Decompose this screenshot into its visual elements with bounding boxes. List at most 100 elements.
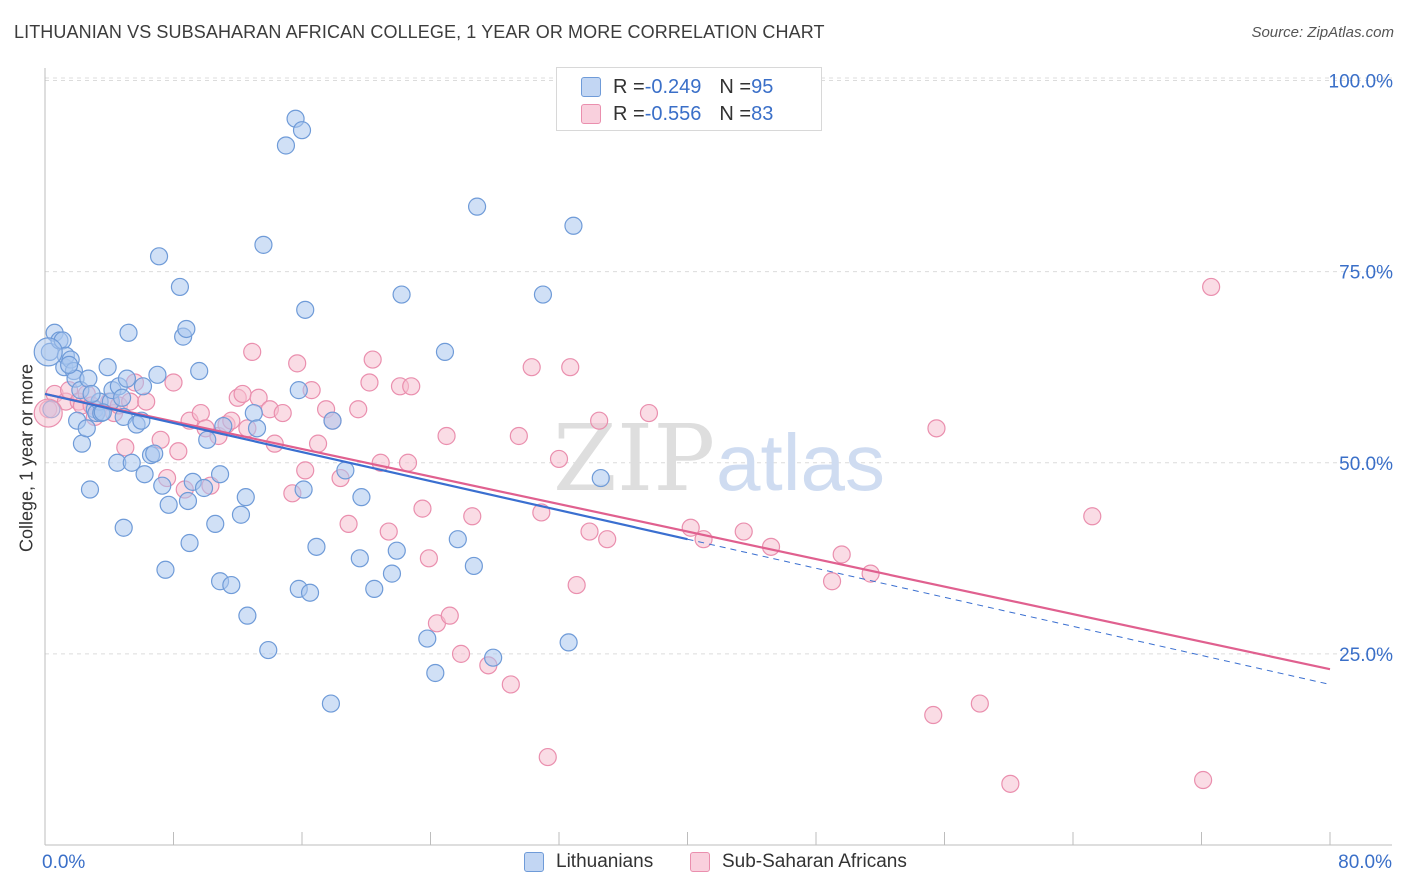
lithuanian-point (292, 121, 312, 140)
lithuanian-point (145, 444, 164, 463)
subsaharan-point (273, 403, 292, 423)
subsaharan-point (927, 419, 946, 438)
subsaharan-point (501, 675, 520, 694)
legend-label: Lithuanians (556, 851, 654, 872)
subsaharan-point (296, 461, 315, 480)
lithuanian-point (59, 355, 79, 374)
subsaharan-point (580, 522, 599, 541)
lithuanian-point (352, 488, 371, 507)
lithuanian-point (247, 419, 267, 438)
lithuanian-point (190, 361, 209, 381)
r-value: -0.556 (644, 102, 702, 125)
subsaharan-point (437, 426, 456, 446)
subsaharan-point (822, 572, 842, 591)
legend-row-lithuanians: R = -0.249 N = 95 (581, 74, 773, 100)
subsaharan-point (590, 411, 609, 430)
n-label: N = (719, 102, 752, 125)
n-value: 95 (751, 75, 774, 98)
lithuanian-point (170, 277, 190, 297)
lithuanian-point (467, 197, 487, 216)
lithuanian-point (122, 453, 141, 472)
lithuanian-point (533, 285, 553, 304)
lithuanian-point (153, 476, 172, 495)
y-axis-label: College, 1 year or more (16, 363, 37, 553)
legend-item-lithuanians[interactable]: Lithuanians (524, 851, 653, 873)
lithuanian-point (177, 319, 196, 339)
data-points (33, 109, 1221, 793)
lithuanian-point (72, 434, 92, 453)
lithuanian-point (382, 564, 402, 583)
lithuanian-point (464, 556, 483, 576)
legend-row-subsaharan: R = -0.556 N = 83 (581, 101, 773, 127)
lithuanian-point (365, 579, 384, 598)
lithuanian-point (387, 541, 406, 560)
subsaharan-point (522, 358, 541, 377)
y-tick-label: 100.0% (1329, 72, 1394, 93)
r-value: -0.249 (644, 75, 702, 98)
lithuanian-point (180, 533, 199, 553)
subsaharan-point (169, 442, 188, 461)
source-label: Source: ZipAtlas.com (1251, 24, 1394, 41)
subsaharan-trend-line (44, 392, 1331, 671)
lithuanian-point (133, 377, 153, 396)
lithuanian-point (236, 488, 255, 507)
subsaharan-point (164, 373, 183, 392)
subsaharan-point (1001, 774, 1020, 793)
lithuanian-point (117, 369, 137, 388)
lithuanian-point (210, 465, 230, 484)
lithuanian-point (289, 381, 308, 400)
lithuanian-point (294, 480, 313, 499)
subsaharan-point (116, 438, 135, 457)
lithuanian-point (80, 480, 100, 499)
subsaharan-point (1083, 507, 1102, 526)
lithuanian-point (178, 491, 198, 511)
subsaharan-point (339, 514, 358, 534)
subsaharan-point (734, 522, 753, 541)
legend-swatch-pink (581, 104, 601, 124)
x-tick-max: 80.0% (1338, 852, 1392, 873)
legend-swatch-pink (690, 852, 710, 872)
lithuanian-point (300, 583, 320, 602)
subsaharan-point (308, 434, 328, 453)
subsaharan-point (413, 499, 432, 518)
subsaharan-point (137, 392, 156, 411)
subsaharan-point (567, 575, 586, 595)
lithuanian-point (321, 694, 341, 713)
legend-item-subsaharan[interactable]: Sub-Saharan Africans (690, 851, 907, 873)
correlation-legend: R = -0.249 N = 95 R = -0.556 N = 83 (556, 67, 822, 131)
subsaharan-point (233, 384, 252, 404)
lithuanian-point (206, 514, 225, 534)
n-value: 83 (751, 102, 774, 125)
lithuanian-point (564, 216, 583, 235)
subsaharan-point (509, 426, 528, 446)
legend-swatch-blue (581, 77, 601, 97)
subsaharan-point (538, 747, 557, 767)
lithuanian-point (448, 530, 467, 549)
lithuanian-point (149, 247, 169, 266)
watermark-atlas: atlas (716, 418, 885, 507)
lithuanian-point (112, 388, 132, 407)
lithuanian-point (98, 358, 117, 377)
legend-swatch-blue (524, 852, 544, 872)
lithuanian-point (77, 419, 96, 438)
subsaharan-point (379, 522, 398, 541)
subsaharan-point (639, 403, 659, 423)
series-legend: Lithuanians Sub-Saharan Africans (0, 851, 1406, 879)
lithuanian-point (231, 505, 251, 524)
r-label: R = (613, 102, 645, 125)
lithuanian-point (591, 468, 610, 488)
subsaharan-point (463, 507, 482, 526)
lithuanian-point (198, 430, 217, 449)
lithuanian-point (276, 136, 296, 155)
lithuanian-point (119, 323, 138, 342)
subsaharan-point (360, 373, 379, 392)
legend-label: Sub-Saharan Africans (722, 851, 907, 872)
n-label: N = (719, 75, 752, 98)
lithuanian-point (114, 518, 133, 537)
lithuanian-point (238, 606, 257, 625)
x-tick-min: 0.0% (42, 852, 86, 873)
r-label: R = (613, 75, 645, 98)
subsaharan-point (419, 549, 438, 568)
lithuanian-point (426, 663, 445, 683)
subsaharan-point (243, 342, 262, 361)
